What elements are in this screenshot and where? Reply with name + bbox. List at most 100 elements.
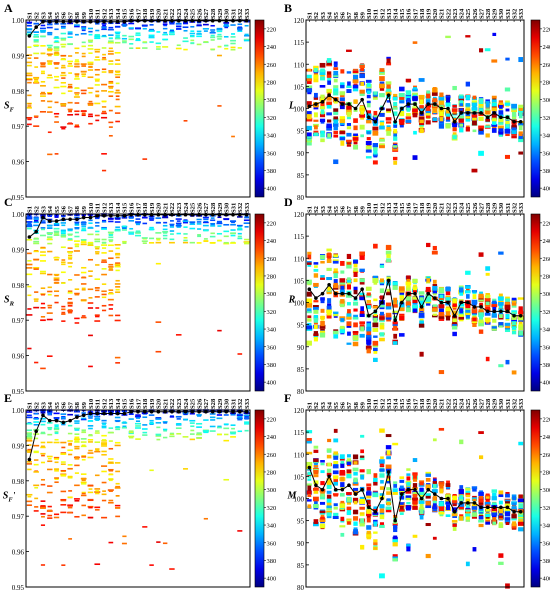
heat-cell [379, 468, 385, 472]
heat-cell [393, 333, 398, 339]
heat-cell [511, 127, 517, 131]
heat-cell [216, 232, 223, 235]
heat-cell [88, 52, 93, 54]
heat-cell [60, 66, 66, 69]
heat-cell [237, 23, 243, 26]
heat-cell [406, 107, 411, 112]
heat-cell [425, 494, 431, 499]
heat-cell [471, 512, 478, 517]
heat-cell [346, 71, 352, 74]
heat-cell [498, 110, 504, 116]
heat-cell [34, 486, 39, 489]
heat-cell [47, 460, 53, 463]
heat-cell [320, 260, 325, 264]
heat-cell [73, 96, 80, 98]
heat-cell [366, 323, 371, 328]
heat-cell [237, 26, 242, 29]
heat-cell [353, 308, 358, 312]
category-label: S32 [511, 398, 518, 409]
heat-cell [27, 105, 32, 107]
mean-point [34, 429, 38, 434]
heat-cell [163, 232, 168, 234]
heat-cell [67, 228, 73, 231]
heat-cell [347, 277, 351, 282]
heat-cell [74, 436, 80, 439]
heat-cell [108, 461, 113, 464]
heat-cell [74, 231, 79, 234]
heat-cell [169, 241, 175, 244]
heat-cell [230, 36, 236, 38]
heat-cell [386, 131, 391, 136]
category-label: S9 [359, 205, 366, 213]
heat-cell [81, 26, 86, 29]
heat-cell [518, 514, 524, 517]
heat-cell [81, 27, 87, 30]
mean-point [479, 111, 483, 115]
heat-cell [81, 458, 86, 461]
heat-cell [491, 489, 498, 493]
heat-cell [306, 430, 313, 434]
heat-cell [346, 111, 352, 117]
heat-cell [94, 50, 100, 53]
heat-cell [333, 88, 339, 94]
y-tick-label: 80 [297, 194, 305, 202]
heat-cell [386, 276, 391, 281]
heat-cell [95, 252, 100, 255]
heat-cell [196, 414, 202, 416]
heat-cell [313, 317, 319, 323]
heat-cell [504, 304, 511, 310]
heat-cell [74, 445, 80, 448]
heat-cell [67, 101, 73, 104]
heat-cell [359, 498, 366, 504]
heat-cell [333, 438, 339, 443]
heat-cell [81, 45, 86, 48]
heat-cell [122, 34, 127, 37]
heat-cell [379, 288, 385, 294]
heat-cell [26, 72, 33, 75]
heat-cell [203, 419, 209, 421]
category-label: S23 [176, 8, 183, 19]
heat-cell [216, 54, 222, 57]
heat-cell [313, 273, 319, 278]
mean-point [314, 296, 318, 300]
heat-cell [306, 279, 312, 285]
heat-cell [101, 290, 107, 293]
heat-cell [40, 227, 46, 229]
heat-cell [122, 225, 127, 228]
heat-cell [202, 23, 209, 26]
heat-cell [60, 474, 67, 476]
heat-cell [156, 31, 161, 33]
heat-cell [471, 107, 478, 111]
heat-cell [465, 290, 471, 294]
heat-cell [425, 286, 431, 292]
heat-cell [121, 542, 127, 545]
mean-point [499, 115, 503, 120]
heat-cell [101, 445, 108, 447]
heat-cell [359, 321, 365, 325]
heat-cell [33, 242, 40, 245]
heat-cell [155, 417, 162, 419]
heat-cell [504, 503, 511, 507]
heat-cell [40, 52, 46, 55]
mean-point [499, 309, 503, 314]
heat-cell [478, 101, 484, 104]
heat-cell [498, 516, 504, 520]
category-label: S31 [505, 399, 512, 409]
category-label: S16 [406, 398, 413, 409]
heat-cell [333, 63, 338, 68]
heat-cell [40, 302, 46, 305]
heat-cell [108, 490, 113, 492]
heat-cell [80, 299, 87, 301]
heat-cell [478, 252, 484, 257]
heat-cell [465, 35, 471, 38]
mean-point [122, 411, 127, 416]
heat-cell [484, 125, 491, 128]
heat-cell [451, 513, 458, 517]
heat-cell [243, 417, 250, 420]
heat-cell [129, 43, 134, 45]
category-label: S4 [326, 401, 333, 409]
heat-cell [366, 299, 372, 304]
mean-point [406, 291, 411, 296]
heat-cell [392, 341, 398, 345]
heat-cell [115, 98, 120, 101]
